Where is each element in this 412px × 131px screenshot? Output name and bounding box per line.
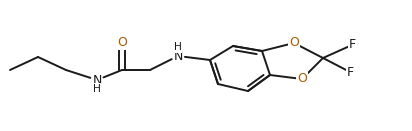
Text: N: N	[92, 73, 102, 86]
Text: O: O	[289, 37, 299, 50]
Text: N: N	[173, 50, 183, 62]
Text: F: F	[349, 39, 356, 51]
Text: O: O	[297, 72, 307, 86]
Text: H: H	[93, 84, 101, 94]
Text: H: H	[174, 42, 182, 52]
Text: F: F	[346, 66, 353, 78]
Text: O: O	[117, 37, 127, 50]
